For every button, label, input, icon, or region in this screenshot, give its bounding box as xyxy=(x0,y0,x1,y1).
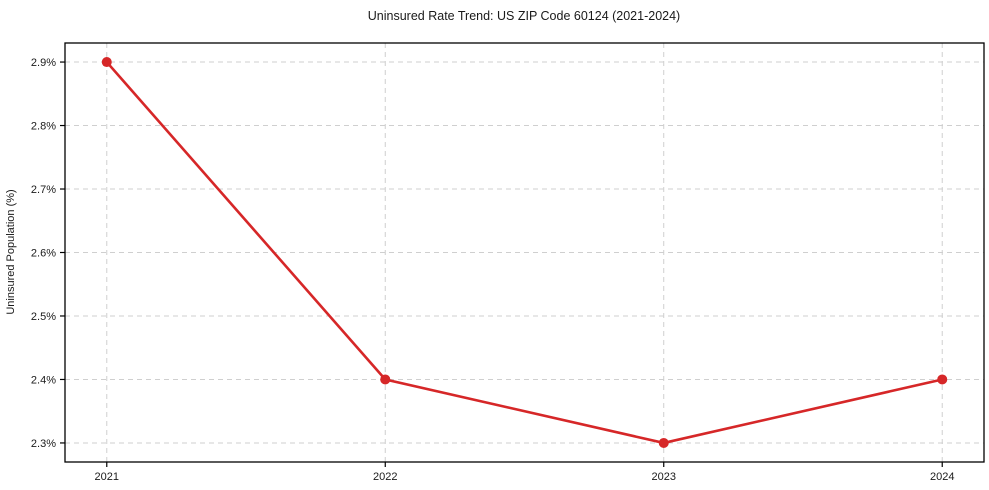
x-tick-label: 2022 xyxy=(373,471,397,483)
data-point-marker xyxy=(937,374,948,385)
plot-border xyxy=(64,42,985,463)
data-series xyxy=(101,57,948,448)
y-tick-label: 2.4% xyxy=(31,374,56,386)
y-tick-label: 2.6% xyxy=(31,248,56,260)
trend-line xyxy=(105,60,944,445)
y-tick-label: 2.8% xyxy=(31,121,56,133)
y-tick-label: 2.5% xyxy=(31,311,56,323)
tick-labels: 2021 2022 2023 2024 2.3% 2.4% 2.5% 2.6% 2.7% 2.8%… xyxy=(31,57,955,483)
data-point-marker xyxy=(101,57,112,68)
y-tick-label: 2.3% xyxy=(31,438,56,450)
x-tick-label: 2024 xyxy=(930,471,954,483)
x-tick-label: 2021 xyxy=(95,471,119,483)
data-point-marker xyxy=(658,437,669,448)
tick-marks xyxy=(60,61,943,467)
y-axis-label: Uninsured Population (%) xyxy=(5,189,17,314)
data-point-marker xyxy=(380,374,391,385)
gridlines xyxy=(65,43,984,462)
x-tick-label: 2023 xyxy=(652,471,676,483)
chart-title: Uninsured Rate Trend: US ZIP Code 60124 … xyxy=(368,9,680,23)
y-tick-label: 2.7% xyxy=(31,184,56,196)
y-tick-label: 2.9% xyxy=(31,57,56,69)
